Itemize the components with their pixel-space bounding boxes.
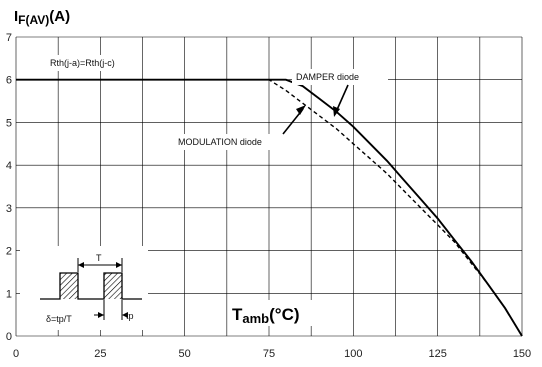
y-tick-label-7: 7 — [6, 32, 12, 44]
x-axis-title-unit: (°C) — [269, 305, 299, 324]
x-axis-title-main: T — [232, 305, 243, 324]
damper-arrow-head — [333, 106, 340, 117]
legend-modulation: MODULATION diode — [178, 137, 262, 147]
x-tick-labels: 0 25 50 75 100 125 150 — [13, 348, 531, 360]
damper-label-box — [292, 69, 388, 85]
x-tick-label-4: 100 — [344, 348, 362, 360]
x-axis-title-box — [228, 300, 314, 326]
y-tick-label-6: 6 — [6, 75, 12, 87]
delta-label: δ=tp/T — [46, 314, 72, 324]
x-axis-title: Tamb(°C) — [232, 305, 300, 326]
modulation-label-box — [174, 134, 280, 150]
tp-label: tp — [126, 311, 134, 321]
damper-arrow-line — [335, 84, 349, 113]
y-tick-label-2: 2 — [6, 246, 12, 258]
y-tick-label-5: 5 — [6, 117, 12, 129]
pulse-1-hatch — [60, 273, 78, 299]
tp-arrowhead-left — [98, 312, 104, 318]
tp-arrowhead-right — [122, 312, 128, 318]
pulse-inset: T tp δ=tp/T — [20, 246, 148, 330]
rth-annotation-box — [48, 55, 120, 71]
y-tick-label-4: 4 — [6, 160, 12, 172]
y-axis-title-main: I — [14, 8, 18, 25]
y-tick-labels: 0 1 2 3 4 5 6 7 — [6, 32, 12, 343]
x-tick-label-3: 75 — [263, 348, 275, 360]
period-arrow-right — [116, 262, 122, 268]
y-tick-label-3: 3 — [6, 203, 12, 215]
series-group — [16, 78, 523, 337]
x-tick-label-1: 25 — [94, 348, 106, 360]
y-tick-label-0: 0 — [6, 331, 12, 343]
modulation-arrow-head — [296, 105, 306, 115]
x-tick-label-0: 0 — [13, 348, 19, 360]
y-axis-title-unit: (A) — [49, 8, 70, 25]
pulse-waveform — [40, 272, 142, 300]
y-axis-title: IF(AV)(A) — [14, 8, 70, 27]
pulse-2-hatch — [104, 273, 122, 299]
y-axis-title-sub: F(AV) — [18, 13, 49, 27]
period-label: T — [96, 253, 102, 263]
x-tick-label-5: 125 — [428, 348, 446, 360]
y-tick-label-1: 1 — [6, 288, 12, 300]
rth-annotation: Rth(j-a)=Rth(j-c) — [50, 58, 115, 68]
x-tick-label-6: 150 — [513, 348, 531, 360]
x-axis-title-sub: amb — [242, 311, 269, 326]
x-tick-label-2: 50 — [179, 348, 191, 360]
series-line-modulation-diode — [16, 78, 523, 337]
legend-damper: DAMPER diode — [296, 72, 359, 82]
period-arrow-left — [78, 262, 84, 268]
